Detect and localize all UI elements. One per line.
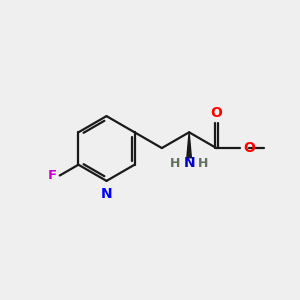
Text: H: H [198,157,208,170]
Polygon shape [187,132,191,158]
Text: H: H [170,157,180,170]
Text: N: N [183,156,195,170]
Text: N: N [101,188,112,202]
Text: O: O [243,141,255,155]
Text: O: O [211,106,222,120]
Text: F: F [48,169,57,182]
